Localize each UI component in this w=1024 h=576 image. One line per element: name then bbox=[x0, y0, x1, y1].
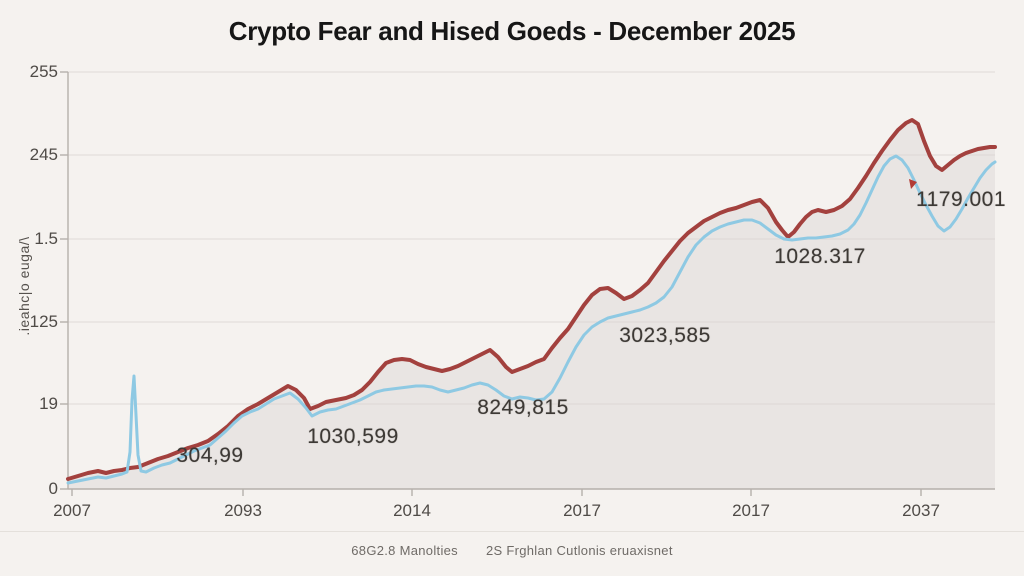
dark-red-line bbox=[66, 118, 997, 481]
data-label: 304,99 bbox=[176, 444, 244, 467]
caption-part-1: 68G2.8 Manolties bbox=[351, 543, 458, 558]
data-label: 1028.317 bbox=[774, 245, 866, 268]
data-label: 3023,585 bbox=[619, 324, 711, 347]
y-tick-label: 1.5 bbox=[34, 229, 58, 248]
area-fill bbox=[68, 120, 995, 489]
red-marker bbox=[909, 179, 917, 189]
y-tick-label: 255 bbox=[29, 62, 58, 81]
light-blue-line bbox=[66, 154, 997, 485]
data-label: 1179.001 bbox=[915, 188, 1007, 211]
y-tick-label: 0 bbox=[48, 479, 58, 498]
caption-part-2: 2S Frghlan Cutlonis eruaxisnet bbox=[485, 543, 673, 558]
x-tick-label: 2017 bbox=[732, 501, 770, 520]
data-label: 8249,815 bbox=[477, 396, 569, 419]
chart-title: Crypto Fear and Hised Goeds - December 2… bbox=[228, 16, 796, 46]
data-label: 1030,599 bbox=[307, 425, 399, 448]
x-tick-label: 2014 bbox=[393, 501, 431, 520]
y-tick-label: 125 bbox=[29, 312, 58, 331]
footer-divider bbox=[0, 531, 1024, 532]
x-tick-label: 2037 bbox=[902, 501, 940, 520]
x-tick-label: 2017 bbox=[563, 501, 601, 520]
chart-caption: 68G2.8 Manolties 2S Frghlan Cutlonis erua… bbox=[0, 543, 1024, 558]
y-tick-label: 19 bbox=[39, 394, 58, 413]
x-tick-label: 2007 bbox=[53, 501, 91, 520]
x-tick-label: 2093 bbox=[224, 501, 262, 520]
y-tick-label: 245 bbox=[29, 145, 58, 164]
